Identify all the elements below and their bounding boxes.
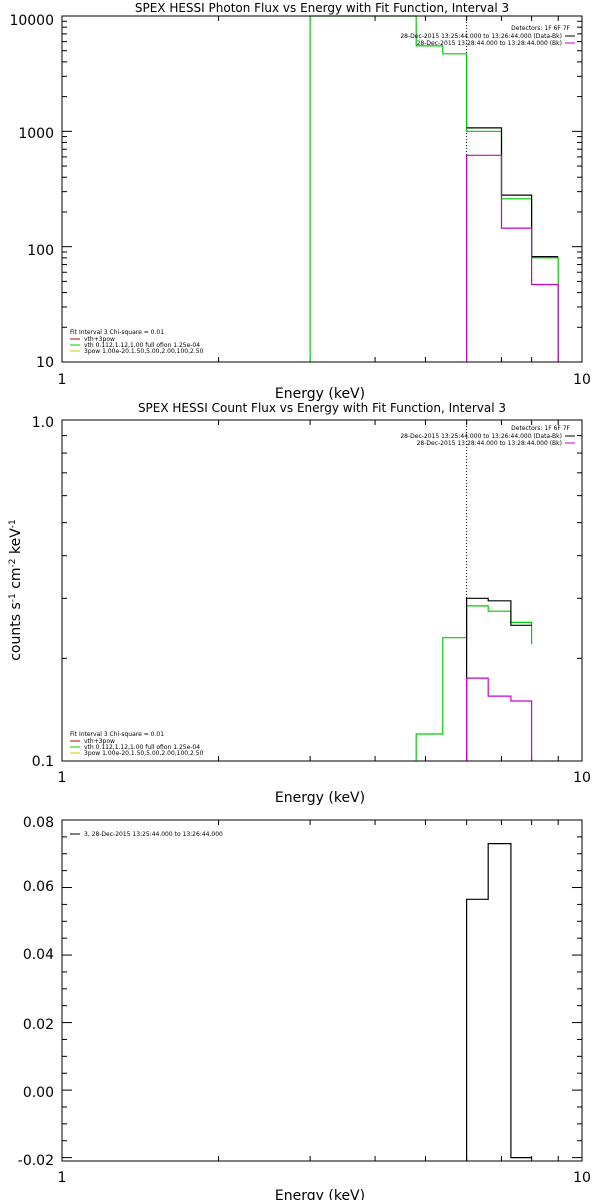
panel1-legend-vth: vth 0.112,1.12,1.00 full ofion 1.25e-04 (84, 342, 200, 349)
panel3-xtick-1: 1 (58, 1170, 67, 1186)
panel2-legend-fit: Fit Interval 3 Chi-square = 0.01 (70, 731, 164, 738)
panel2-ytick-0.1: 0.1 (32, 754, 54, 770)
panel2-info-data-interval: 28-Dec-2015 13:25:44.000 to 13:26:44.000… (400, 433, 562, 440)
panel3-ytick-0.08: 0.08 (23, 815, 54, 831)
panel2-xlabel: Energy (keV) (275, 790, 365, 806)
panel1-frame (61, 15, 583, 363)
series-line-2 (466, 677, 533, 761)
panel1-legend-3pow: 3pow 1.00e-20,1.50,5.00,2.00,100,2.50 (84, 348, 204, 355)
panel3-xlabel: Energy (keV) (275, 1188, 365, 1200)
panel1-ytick-100: 100 (27, 243, 54, 259)
panel3-frame (61, 819, 583, 1162)
panel2-ytick-1.0: 1.0 (32, 415, 54, 431)
panel-count-flux: SPEX HESSI Count Flux vs Energy with Fit… (8, 401, 591, 806)
panel1-series (309, 15, 559, 362)
panel2-frame (61, 419, 583, 762)
panel3-ytick-neg0.02: -0.02 (18, 1153, 54, 1169)
panel3-series (466, 842, 532, 1161)
panel2-xtick-1: 1 (58, 770, 67, 786)
series-line-0 (415, 605, 533, 761)
series-line-0 (466, 842, 532, 1161)
panel2-info-bk-interval: 28-Dec-2015 13:28:44.000 to 13:28:44.000… (417, 440, 562, 447)
panel2-legend-vth: vth 0.112,1.12,1.00 full ofion 1.25e-04 (84, 744, 200, 751)
panel1-legend-total: vth+3pow (84, 336, 115, 343)
panel1-info-bk-interval: 28-Dec-2015 13:28:44.000 to 13:28:44.000… (417, 40, 562, 47)
panel1-info-detectors: Detectors: 1F 6F 7F (511, 25, 570, 32)
panel2-series (415, 420, 533, 761)
panel-photon-flux: SPEX HESSI Photon Flux vs Energy with Fi… (9, 1, 590, 402)
panel2-info-detectors: Detectors: 1F 6F 7F (511, 425, 570, 432)
series-line-0 (309, 15, 559, 362)
panel3-ytick-0.02: 0.02 (23, 1017, 54, 1033)
panel1-ticks (61, 15, 583, 363)
series-line-1 (466, 597, 532, 761)
panel3-ytick-0.00: 0.00 (23, 1085, 54, 1101)
panel1-xtick-1: 1 (58, 372, 67, 388)
panel-residuals: 1 10 0.08 0.06 0.04 0.02 0.00 -0.02 Ener… (18, 815, 591, 1200)
panel3-ytick-0.04: 0.04 (23, 947, 54, 963)
panel2-xtick-10: 10 (573, 770, 591, 786)
series-line-1 (466, 127, 559, 258)
panel2-ticks (61, 419, 583, 762)
panel1-ytick-1000: 1000 (18, 126, 54, 142)
panel3-ytick-0.06: 0.06 (23, 879, 54, 895)
panel2-title: SPEX HESSI Count Flux vs Energy with Fit… (138, 401, 506, 415)
panel2-legend-3pow: 3pow 1.00e-20,1.50,5.00,2.00,100,2.50 (84, 750, 204, 757)
panel1-legend-fit: Fit Interval 3 Chi-square = 0.01 (70, 329, 164, 336)
panel1-xlabel: Energy (keV) (275, 386, 365, 402)
panel3-ticks (61, 819, 583, 1161)
panel2-legend-total: vth+3pow (84, 738, 115, 745)
panel2-ylabel: counts s-1 cm-2 keV-1 (8, 519, 24, 661)
panel1-info-data-interval: 28-Dec-2015 13:25:44.000 to 13:26:44.000… (400, 33, 562, 40)
series-line-2 (466, 154, 559, 362)
panel1-ytick-10000: 10000 (9, 13, 54, 29)
panel1-xtick-10: 10 (573, 372, 591, 388)
panel3-legend-interval: 3, 28-Dec-2015 13:25:44.000 to 13:26:44.… (84, 831, 223, 838)
panel1-ytick-10: 10 (36, 355, 54, 371)
panel1-title: SPEX HESSI Photon Flux vs Energy with Fi… (135, 1, 509, 15)
panel3-xtick-10: 10 (573, 1170, 591, 1186)
